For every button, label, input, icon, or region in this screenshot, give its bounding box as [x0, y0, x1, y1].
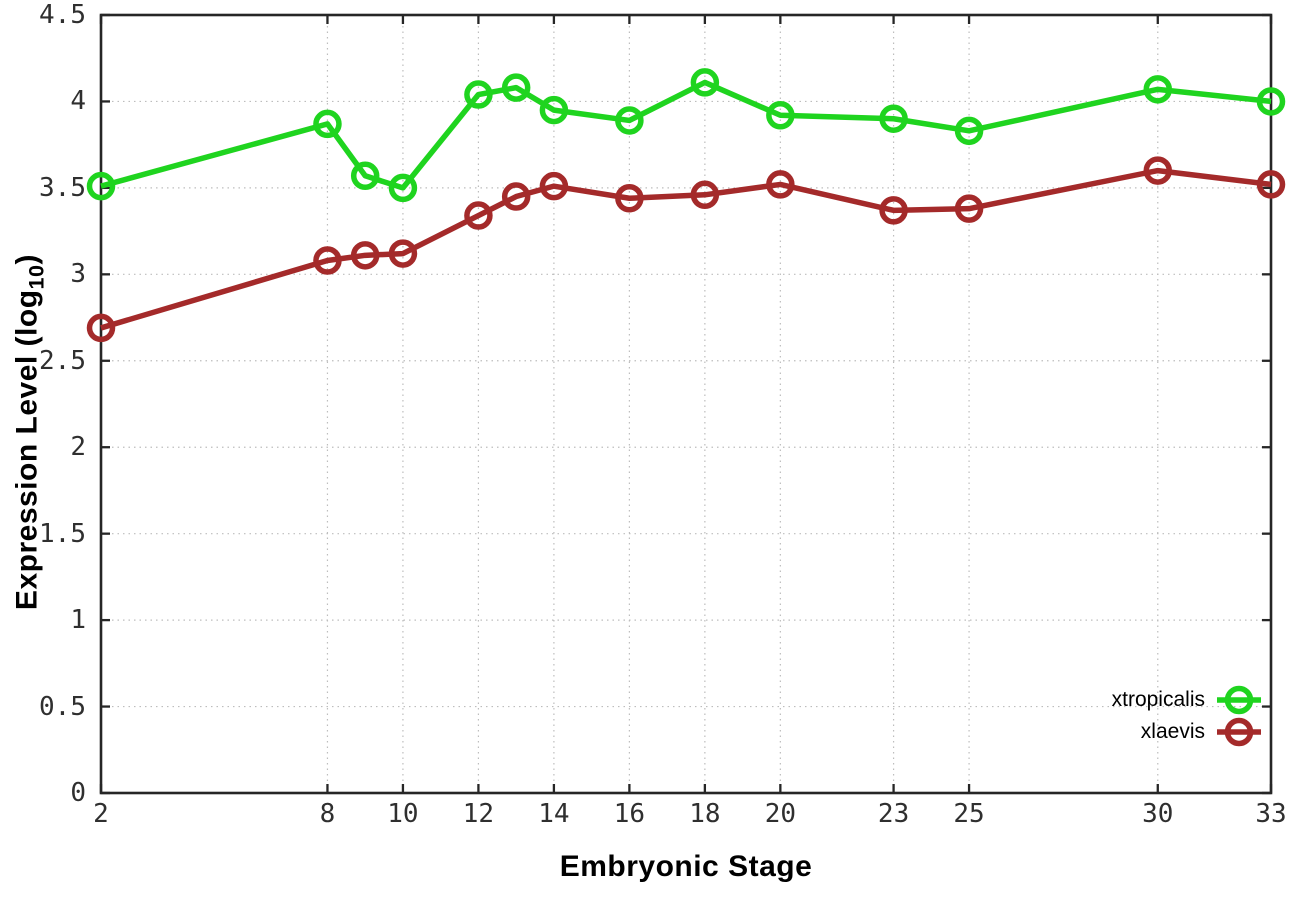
x-tick-label: 30 — [1142, 799, 1174, 829]
series-xlaevis-point — [1143, 156, 1173, 185]
series-xtropicalis-point — [954, 116, 984, 146]
series-xlaevis-point — [350, 241, 380, 270]
series-xlaevis-point — [766, 170, 795, 199]
x-tick-label: 2 — [93, 799, 109, 829]
series-xtropicalis-point — [388, 173, 418, 203]
xlaevis-line-marker-icon — [1217, 717, 1261, 747]
series-xlaevis-point — [501, 182, 531, 211]
series-xlaevis-point — [615, 184, 644, 213]
series-xtropicalis-point — [86, 171, 116, 201]
series-xtropicalis-point — [1143, 75, 1173, 104]
x-tick-label: 12 — [462, 799, 495, 829]
legend-row-xlaevis: xlaevis — [1112, 716, 1262, 748]
legend-row-xtropicalis: xtropicalis — [1112, 684, 1262, 716]
x-axis-title: Embryonic Stage — [559, 850, 813, 883]
x-tick-label: 20 — [764, 799, 796, 829]
x-tick-label: 23 — [877, 799, 910, 829]
series-xtropicalis-point — [350, 161, 380, 191]
legend-label-xlaevis: xlaevis — [1140, 720, 1205, 743]
series-xlaevis-point — [388, 239, 418, 268]
plot-border — [99, 13, 1273, 795]
series-xtropicalis-point — [879, 104, 908, 133]
legend-label-xtropicalis: xtropicalis — [1111, 688, 1205, 711]
series-xtropicalis-point — [313, 109, 342, 139]
x-tick-label: 14 — [538, 799, 570, 829]
y-tick-label: 3 — [70, 259, 86, 290]
series-xlaevis-point — [313, 246, 342, 275]
y-tick-label: 1 — [70, 605, 86, 636]
y-tick-label: 0 — [70, 778, 86, 808]
y-tick-label: 4.5 — [39, 0, 86, 30]
series-xtropicalis-point — [690, 68, 720, 97]
y-tick-label: 4 — [70, 86, 86, 117]
series-xtropicalis-point — [615, 106, 644, 135]
series-xtropicalis-point — [464, 80, 493, 109]
x-tick-label: 18 — [689, 799, 721, 829]
series-xlaevis-point — [879, 196, 908, 225]
series-xtropicalis-point — [539, 95, 569, 125]
y-tick-label: 2.5 — [39, 345, 86, 376]
x-tick-label: 33 — [1255, 799, 1287, 829]
series-xtropicalis-line — [100, 79, 1272, 191]
series-xlaevis-point — [1256, 170, 1286, 199]
series-xlaevis-point — [954, 194, 984, 223]
x-tick-label: 16 — [613, 799, 646, 829]
series-xlaevis-point — [539, 171, 569, 201]
series-xtropicalis-point — [501, 73, 531, 102]
xtropicalis-line-marker-icon — [1217, 685, 1261, 715]
y-tick-label: 2 — [70, 432, 86, 463]
series-xtropicalis-point — [766, 101, 795, 130]
series-xlaevis-line — [100, 167, 1272, 331]
legend: xtropicalis xlaevis — [1112, 684, 1262, 748]
x-tick-label: 8 — [319, 799, 336, 829]
y-tick-label: 3.5 — [39, 172, 86, 203]
series-xlaevis-point — [690, 180, 720, 210]
series-xlaevis-point — [86, 313, 116, 343]
y-tick-label: 1.5 — [39, 518, 86, 549]
y-tick-label: 0.5 — [39, 691, 86, 722]
series-xtropicalis-point — [1256, 87, 1286, 116]
x-tick-label: 10 — [387, 799, 419, 829]
series-xlaevis-point — [464, 201, 493, 230]
x-tick-label: 25 — [953, 799, 985, 829]
